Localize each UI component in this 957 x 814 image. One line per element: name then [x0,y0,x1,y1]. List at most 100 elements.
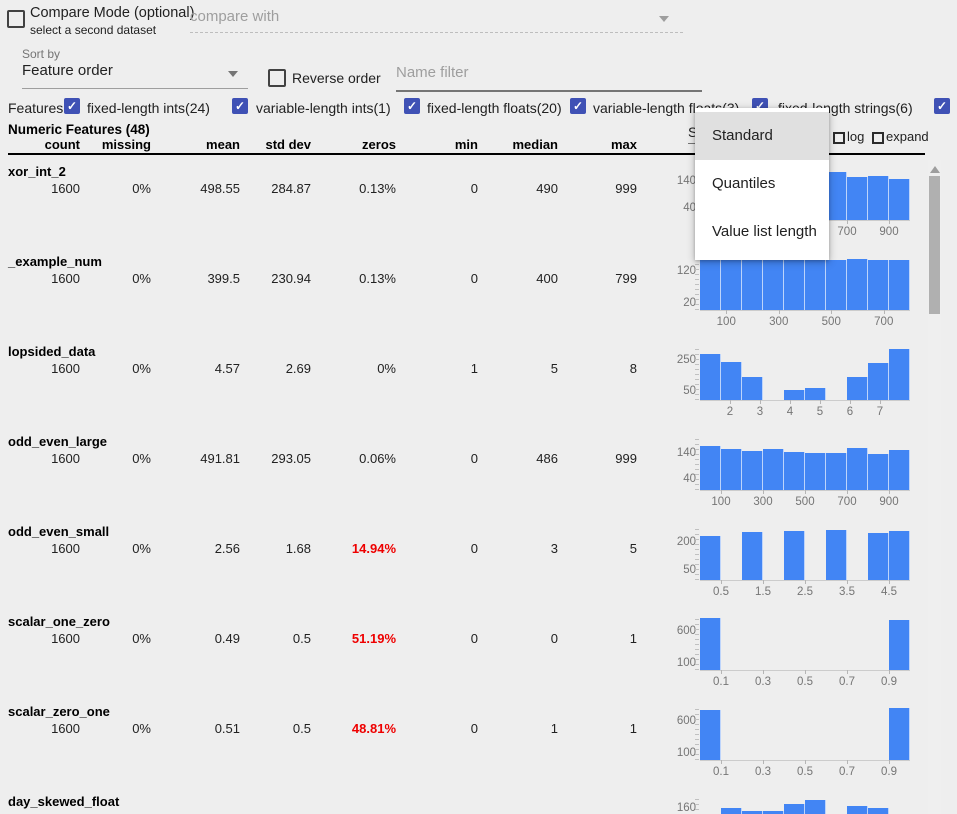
y-axis-ticks [695,796,699,814]
stat-mean: 4.57 [214,361,240,376]
histogram-bar [826,453,847,490]
stat-max: 999 [615,181,637,196]
histogram-bar [721,362,742,400]
stat-min: 0 [470,631,478,646]
log-checkbox[interactable] [833,132,845,144]
expand-checkbox[interactable] [872,132,884,144]
histogram-chart[interactable]: 100 300 500 700 900 [695,436,910,508]
scroll-up-icon[interactable] [930,166,940,173]
stat-missing: 0% [132,541,151,556]
histogram-bar [868,362,889,400]
feature-type-checkbox[interactable]: ✓ [404,98,420,114]
menu-item-quantiles[interactable]: Quantiles [712,175,776,192]
histogram-plot [700,346,910,400]
compare-mode-label: Compare Mode (optional) [30,5,195,21]
x-tick-mark [847,760,848,764]
x-tick-label: 300 [753,496,773,508]
column-header-zeros[interactable]: zeros [362,137,396,152]
stat-min: 0 [470,721,478,736]
y-axis-ticks [695,346,699,400]
y-axis-labels: 120 20 [658,256,696,310]
stat-count: 1600 [51,181,80,196]
feature-name: _example_num [8,254,102,269]
histogram-chart[interactable]: 0.10.30.50.70.9 [695,796,910,814]
scrollbar-track[interactable] [928,160,941,814]
reverse-order-checkbox[interactable] [268,69,286,87]
x-tick-label: 0.5 [713,586,729,598]
scrollbar-thumb[interactable] [929,176,940,314]
feature-name: scalar_one_zero [8,614,110,629]
histogram-bar [700,258,721,310]
feature-type-checkbox[interactable]: ✓ [64,98,80,114]
column-header-std-dev[interactable]: std dev [265,137,311,152]
feature-row: day_skewed_float 1600.10.30.50.70.9 [0,792,957,814]
x-tick-mark [847,490,848,494]
x-tick-label: 0.9 [881,676,897,688]
x-tick-label: 6 [846,406,854,418]
stat-median: 1 [550,721,558,736]
histogram-bar [700,353,721,400]
y-tick-label: 600 [676,714,696,727]
x-tick-mark [721,670,722,674]
feature-type-checkbox[interactable]: ✓ [570,98,586,114]
compare-mode-checkbox[interactable] [7,10,25,28]
stat-min: 0 [470,271,478,286]
chevron-down-icon [228,71,238,77]
stat-missing: 0% [132,181,151,196]
column-header-min[interactable]: min [454,137,478,152]
section-title: Numeric Features (48) [8,122,150,137]
name-filter-input[interactable] [396,64,702,81]
column-header-max[interactable]: max [610,137,637,152]
stat-mean: 0.49 [214,631,240,646]
histogram-bar [889,349,910,400]
chevron-down-icon [659,16,669,22]
histogram-bar [784,389,805,400]
stat-max: 8 [629,361,637,376]
column-header-median[interactable]: median [512,137,558,152]
histogram-bar [889,707,910,760]
histogram-chart[interactable]: 100 300 500 700 [695,256,910,328]
x-tick-label: 7 [876,406,884,418]
x-tick-mark [760,400,761,404]
histogram-bar [784,530,805,580]
histogram-bar [721,807,742,814]
log-label: log [847,129,865,144]
y-tick-label: 50 [683,563,696,576]
histogram-bar [889,178,910,220]
compare-with-select[interactable] [190,8,683,33]
stat-min: 1 [470,361,478,376]
menu-item-standard[interactable]: Standard [695,112,829,160]
column-header-missing[interactable]: missing [101,137,151,152]
y-tick-label: 50 [683,385,696,398]
feature-name: day_skewed_float [8,794,120,809]
histogram-chart[interactable]: 0.5 1.5 2.5 3.5 4.5 [695,526,910,598]
feature-type-checkbox[interactable]: ✓ [232,98,248,114]
y-tick-label: 100 [676,746,696,759]
feature-row: odd_even_large 1600 0% 491.81 293.05 0.06% 0 48… [0,432,957,522]
stat-max: 799 [615,271,637,286]
stat-min: 0 [470,181,478,196]
feature-type-checkbox[interactable]: ✓ [934,98,950,114]
stat-std-dev: 230.94 [271,271,311,286]
y-axis-labels: 600 100 [658,616,696,670]
compare-with-input[interactable] [190,8,683,25]
feature-name: xor_int_2 [8,164,66,179]
stat-zeros: 0.13% [359,181,396,196]
sort-by-select[interactable]: Feature order [22,62,248,89]
histogram-chart[interactable]: 2 3 4 5 6 7 [695,346,910,418]
stat-mean: 498.55 [200,181,240,196]
x-tick-mark [850,400,851,404]
column-header-count[interactable]: count [44,137,80,152]
stat-median: 0 [550,631,558,646]
menu-item-value-list-length[interactable]: Value list length [712,223,817,240]
y-tick-label: 140 [676,447,696,459]
stat-zeros: 51.19% [351,631,396,646]
histogram-plot [700,526,910,580]
y-axis-ticks [695,706,699,760]
column-header-mean[interactable]: mean [206,137,240,152]
x-tick-label: 500 [795,496,815,508]
y-tick-label: 20 [683,296,696,309]
name-filter-field[interactable] [396,64,702,92]
